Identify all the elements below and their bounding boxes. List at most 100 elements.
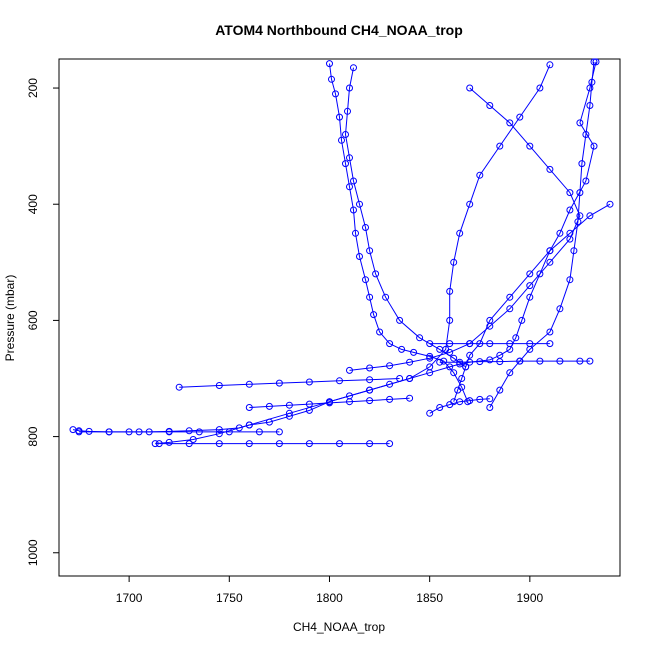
- data-point: [285, 401, 293, 409]
- data-point: [386, 362, 394, 370]
- data-point: [458, 375, 466, 382]
- y-tick-label: 200: [26, 78, 40, 98]
- data-point: [398, 345, 406, 353]
- data-point: [350, 64, 357, 72]
- data-point: [396, 375, 404, 382]
- data-point: [590, 58, 598, 66]
- data-point: [436, 345, 444, 353]
- data-point: [366, 440, 374, 448]
- data-point: [576, 189, 584, 197]
- series-8: [155, 440, 394, 448]
- y-axis: 200 400 600 800 1000: [26, 78, 59, 566]
- y-tick-label: 800: [26, 426, 40, 446]
- data-point: [512, 334, 520, 342]
- data-point: [326, 399, 333, 407]
- data-point: [215, 382, 223, 389]
- data-point: [336, 377, 343, 385]
- data-point: [486, 316, 494, 324]
- series-11: [436, 357, 594, 366]
- x-tick-label: 1850: [416, 591, 443, 605]
- data-point: [185, 440, 193, 448]
- data-point: [456, 358, 464, 366]
- data-point: [165, 428, 173, 436]
- x-tick-label: 1800: [316, 591, 343, 605]
- data-point: [526, 293, 534, 301]
- data-point: [189, 436, 197, 443]
- data-point: [350, 206, 357, 214]
- data-point: [590, 142, 598, 150]
- data-point: [576, 119, 584, 127]
- plot-frame: [58, 58, 621, 577]
- series-14: [426, 395, 494, 417]
- series-line: [179, 378, 400, 388]
- data-point: [556, 357, 564, 365]
- data-point: [526, 142, 534, 150]
- data-point: [215, 440, 223, 448]
- data-point: [570, 247, 578, 255]
- data-point: [366, 397, 374, 405]
- data-point: [362, 276, 369, 284]
- data-point: [566, 206, 574, 214]
- data-point: [588, 78, 596, 86]
- data-point: [175, 383, 183, 391]
- data-point: [506, 305, 514, 313]
- series-line: [349, 87, 581, 371]
- data-point: [396, 316, 404, 324]
- y-axis-label: Pressure (mbar): [3, 275, 17, 362]
- data-point: [344, 107, 351, 115]
- data-point: [342, 160, 349, 168]
- data-point: [245, 404, 253, 411]
- data-point: [582, 131, 590, 138]
- series-line: [155, 64, 551, 445]
- data-point: [346, 398, 353, 406]
- data-point: [406, 358, 414, 366]
- data-point: [346, 183, 353, 191]
- data-point: [526, 340, 534, 348]
- data-point: [275, 440, 283, 448]
- data-point: [336, 440, 343, 448]
- data-point: [576, 357, 584, 365]
- data-point: [496, 386, 504, 394]
- data-point: [366, 247, 374, 255]
- data-point: [466, 351, 474, 359]
- data-point: [546, 61, 554, 69]
- series-layer: [69, 58, 614, 448]
- data-point: [332, 90, 339, 98]
- data-point: [536, 84, 544, 92]
- data-point: [446, 340, 454, 348]
- data-point: [372, 270, 380, 278]
- data-point: [215, 426, 223, 434]
- data-point: [305, 440, 313, 448]
- data-point: [305, 400, 313, 408]
- data-point: [440, 357, 448, 365]
- data-point: [275, 379, 283, 387]
- data-point: [225, 428, 233, 436]
- data-point: [356, 200, 363, 208]
- data-point: [546, 340, 554, 348]
- data-point: [486, 356, 494, 364]
- data-point: [326, 60, 333, 68]
- data-point: [476, 358, 484, 366]
- x-axis: 1700 1750 1800 1850 1900: [116, 576, 544, 605]
- data-point: [370, 311, 378, 319]
- series-10: [175, 375, 404, 391]
- data-point: [456, 229, 464, 237]
- x-axis-label: CH4_NOAA_trop: [293, 620, 385, 634]
- data-point: [386, 440, 394, 448]
- data-point: [592, 58, 600, 66]
- data-point: [566, 229, 574, 237]
- data-point: [446, 287, 454, 295]
- data-point: [352, 229, 359, 237]
- data-point: [305, 378, 313, 386]
- data-point: [536, 357, 544, 365]
- series-line: [249, 397, 410, 408]
- data-point: [466, 340, 474, 348]
- data-point: [466, 200, 474, 208]
- data-point: [516, 357, 524, 365]
- data-point: [155, 440, 163, 448]
- data-point: [450, 354, 458, 362]
- data-point: [406, 375, 414, 382]
- series-1: [69, 58, 600, 436]
- data-point: [456, 398, 464, 406]
- data-point: [328, 75, 335, 83]
